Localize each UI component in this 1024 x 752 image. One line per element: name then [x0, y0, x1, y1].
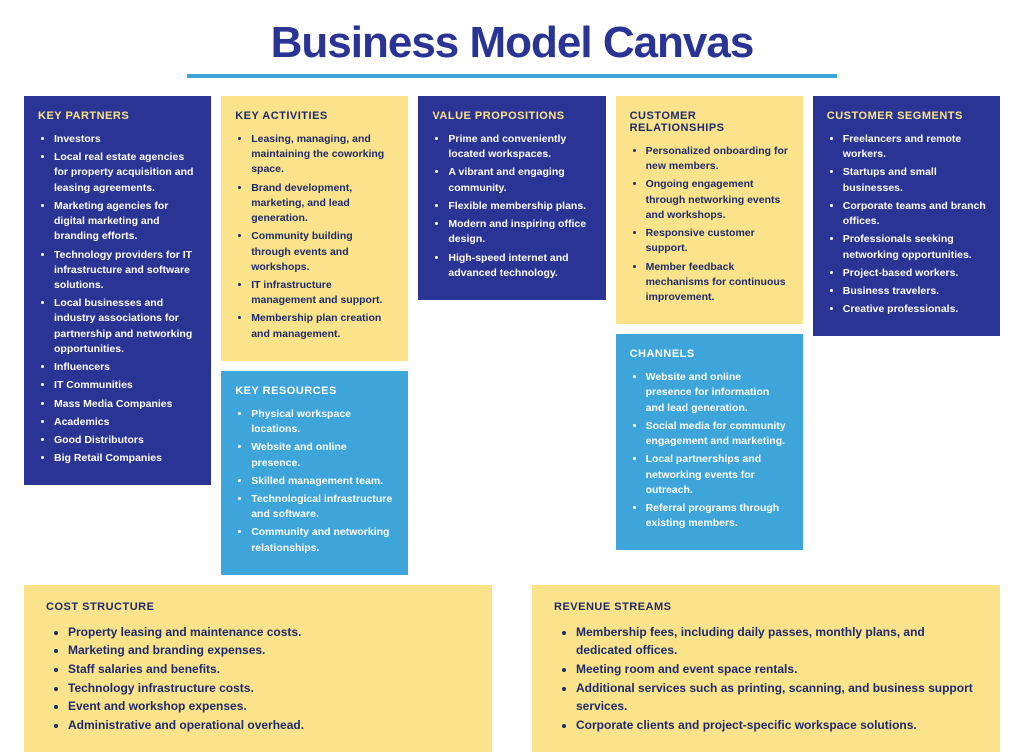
- block-list: Investors Local real estate agencies for …: [38, 132, 197, 466]
- block-title: KEY RESOURCES: [235, 385, 394, 397]
- list-item: Influencers: [54, 360, 197, 375]
- block-title: CUSTOMER RELATIONSHIPS: [630, 110, 789, 134]
- block-title: VALUE PROPOSITIONS: [432, 110, 591, 122]
- list-item: Website and online presence.: [251, 440, 394, 470]
- block-list: Personalized onboarding for new members.…: [630, 144, 789, 305]
- list-item: Creative professionals.: [843, 302, 986, 317]
- block-list: Leasing, managing, and maintaining the c…: [235, 132, 394, 342]
- list-item: Freelancers and remote workers.: [843, 132, 986, 162]
- list-item: Member feedback mechanisms for continuou…: [646, 260, 789, 306]
- list-item: Technology infrastructure costs.: [68, 679, 470, 698]
- customer-relationships-block: CUSTOMER RELATIONSHIPS Personalized onboa…: [616, 96, 803, 324]
- list-item: Property leasing and maintenance costs.: [68, 623, 470, 642]
- customer-segments-block: CUSTOMER SEGMENTS Freelancers and remote …: [813, 96, 1000, 336]
- list-item: Technology providers for IT infrastructu…: [54, 248, 197, 294]
- block-list: Membership fees, including daily passes,…: [554, 623, 978, 735]
- list-item: Physical workspace locations.: [251, 407, 394, 437]
- list-item: Marketing and branding expenses.: [68, 641, 470, 660]
- list-item: A vibrant and engaging community.: [448, 165, 591, 195]
- block-title: REVENUE STREAMS: [554, 601, 978, 613]
- list-item: Event and workshop expenses.: [68, 697, 470, 716]
- key-resources-block: KEY RESOURCES Physical workspace location…: [221, 371, 408, 575]
- list-item: Referral programs through existing membe…: [646, 501, 789, 531]
- list-item: Mass Media Companies: [54, 397, 197, 412]
- list-item: Corporate clients and project-specific w…: [576, 716, 978, 735]
- list-item: Academics: [54, 415, 197, 430]
- list-item: Skilled management team.: [251, 474, 394, 489]
- canvas-bottom-grid: COST STRUCTURE Property leasing and maint…: [24, 585, 1000, 752]
- key-activities-block: KEY ACTIVITIES Leasing, managing, and mai…: [221, 96, 408, 361]
- list-item: High-speed internet and advanced technol…: [448, 251, 591, 281]
- value-propositions-block: VALUE PROPOSITIONS Prime and conveniently…: [418, 96, 605, 300]
- list-item: Brand development, marketing, and lead g…: [251, 181, 394, 227]
- list-item: Marketing agencies for digital marketing…: [54, 199, 197, 245]
- block-list: Freelancers and remote workers.Startups …: [827, 132, 986, 317]
- block-title: KEY ACTIVITIES: [235, 110, 394, 122]
- list-item: Modern and inspiring office design.: [448, 217, 591, 247]
- list-item: Professionals seeking networking opportu…: [843, 232, 986, 262]
- list-item: Investors: [54, 132, 197, 147]
- list-item: Meeting room and event space rentals.: [576, 660, 978, 679]
- list-item: IT infrastructure management and support…: [251, 278, 394, 308]
- list-item: Local real estate agencies for property …: [54, 150, 197, 196]
- list-item: Local businesses and industry associatio…: [54, 296, 197, 357]
- list-item: Startups and small businesses.: [843, 165, 986, 195]
- block-list: Prime and conveniently located workspace…: [432, 132, 591, 281]
- list-item: Good Distributors: [54, 433, 197, 448]
- title-underline: [187, 74, 837, 78]
- list-item: Ongoing engagement through networking ev…: [646, 177, 789, 223]
- block-title: CHANNELS: [630, 348, 789, 360]
- list-item: Community building through events and wo…: [251, 229, 394, 275]
- revenue-streams-block: REVENUE STREAMS Membership fees, includin…: [532, 585, 1000, 752]
- block-title: KEY PARTNERS: [38, 110, 197, 122]
- list-item: Community and networking relationships.: [251, 525, 394, 555]
- block-list: Website and online presence for informat…: [630, 370, 789, 531]
- block-title: COST STRUCTURE: [46, 601, 470, 613]
- key-partners-block: KEY PARTNERS Investors Local real estate a…: [24, 96, 211, 485]
- list-item: Administrative and operational overhead.: [68, 716, 470, 735]
- list-item: Staff salaries and benefits.: [68, 660, 470, 679]
- block-title: CUSTOMER SEGMENTS: [827, 110, 986, 122]
- channels-block: CHANNELS Website and online presence for …: [616, 334, 803, 550]
- list-item: Prime and conveniently located workspace…: [448, 132, 591, 162]
- list-item: Social media for community engagement an…: [646, 419, 789, 449]
- list-item: Membership fees, including daily passes,…: [576, 623, 978, 660]
- list-item: Personalized onboarding for new members.: [646, 144, 789, 174]
- list-item: Additional services such as printing, sc…: [576, 679, 978, 716]
- list-item: Flexible membership plans.: [448, 199, 591, 214]
- list-item: Business travelers.: [843, 284, 986, 299]
- cost-structure-block: COST STRUCTURE Property leasing and maint…: [24, 585, 492, 752]
- list-item: Project-based workers.: [843, 266, 986, 281]
- list-item: Responsive customer support.: [646, 226, 789, 256]
- page-title: Business Model Canvas: [24, 18, 1000, 68]
- list-item: Technological infrastructure and softwar…: [251, 492, 394, 522]
- list-item: Local partnerships and networking events…: [646, 452, 789, 498]
- list-item: Website and online presence for informat…: [646, 370, 789, 416]
- list-item: Membership plan creation and management.: [251, 311, 394, 341]
- list-item: IT Communities: [54, 378, 197, 393]
- block-list: Property leasing and maintenance costs.M…: [46, 623, 470, 735]
- list-item: Leasing, managing, and maintaining the c…: [251, 132, 394, 178]
- list-item: Big Retail Companies: [54, 451, 197, 466]
- block-list: Physical workspace locations.Website and…: [235, 407, 394, 556]
- canvas-top-grid: KEY PARTNERS Investors Local real estate a…: [24, 96, 1000, 575]
- list-item: Corporate teams and branch offices.: [843, 199, 986, 229]
